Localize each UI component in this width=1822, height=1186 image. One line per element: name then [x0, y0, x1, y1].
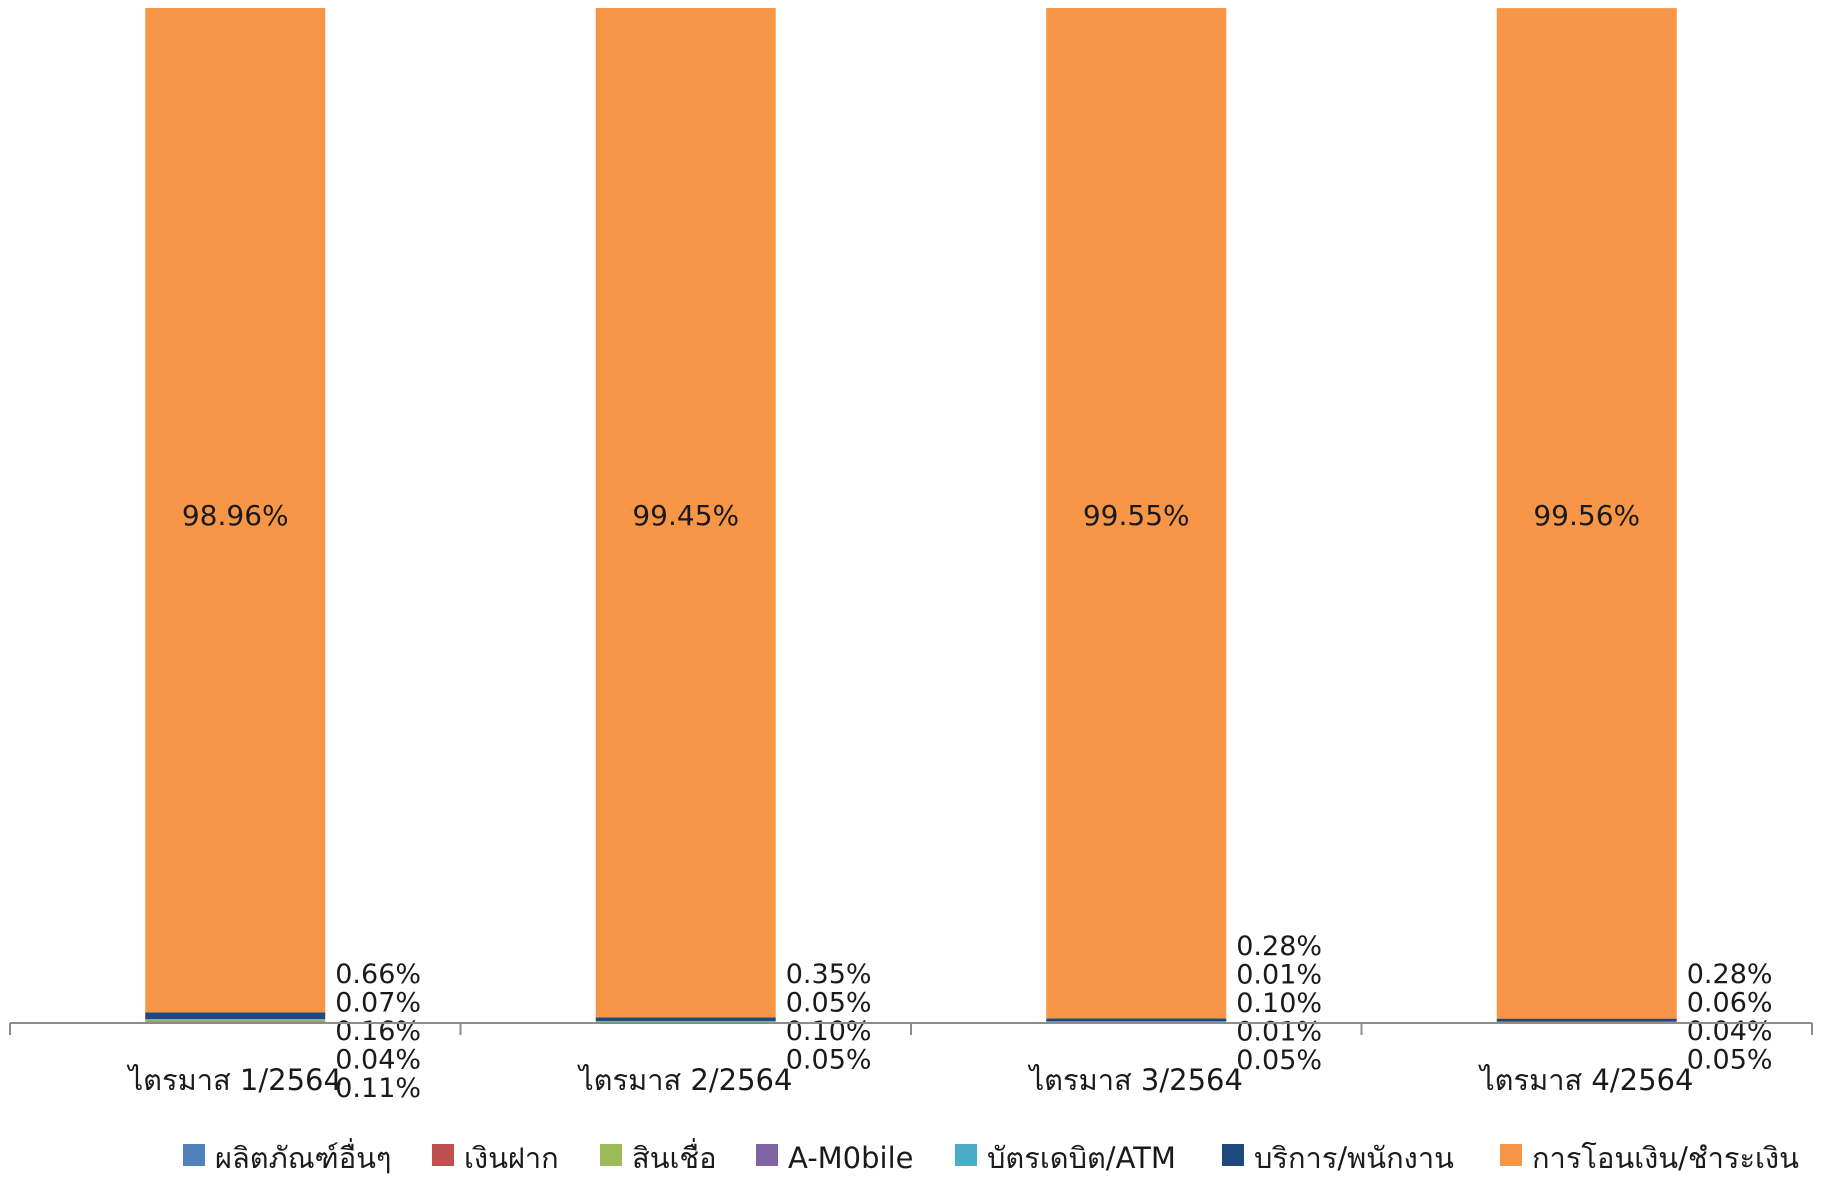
bar-segment-2-5: [595, 1020, 776, 1022]
legend-swatch-1: [183, 1144, 205, 1166]
side-label-1-4: 0.04%: [335, 1045, 421, 1076]
category-label-1: ไตรมาส 1/2564: [127, 1063, 342, 1097]
side-label-1-5: 0.11%: [335, 1073, 421, 1104]
side-label-2-4: 0.05%: [786, 1045, 872, 1076]
inbar-label-2: 99.45%: [632, 499, 739, 532]
side-label-3-2: 0.01%: [1236, 960, 1322, 991]
legend-label-5: บัตรเดบิต/ATM: [987, 1141, 1176, 1175]
legend-label-4: A-M0bile: [788, 1141, 914, 1175]
bar-segment-4-5: [1496, 1021, 1677, 1023]
side-label-4-4: 0.05%: [1687, 1045, 1773, 1076]
legend-swatch-4: [756, 1144, 778, 1166]
side-label-1-2: 0.07%: [335, 988, 421, 1019]
bar-segment-1-7: [145, 8, 326, 1013]
bar-segment-4-6: [1496, 1018, 1677, 1022]
legend-swatch-2: [432, 1144, 454, 1166]
legend-swatch-3: [600, 1144, 622, 1166]
side-label-4-3: 0.04%: [1687, 1016, 1773, 1047]
legend-label-2: เงินฝาก: [464, 1141, 559, 1175]
side-label-3-3: 0.10%: [1236, 988, 1322, 1019]
legend-swatch-7: [1500, 1144, 1522, 1166]
legend-swatch-5: [955, 1144, 977, 1166]
category-label-3: ไตรมาส 3/2564: [1028, 1063, 1243, 1097]
legend-label-1: ผลิตภัณฑ์อื่นๆ: [215, 1138, 392, 1175]
legend-swatch-6: [1222, 1144, 1244, 1166]
side-label-4-2: 0.06%: [1687, 988, 1773, 1019]
bar-segment-4-7: [1496, 8, 1677, 1019]
bar-segment-3-6: [1046, 1018, 1227, 1022]
bar-segment-1-6: [145, 1012, 326, 1020]
side-label-2-3: 0.10%: [786, 1016, 872, 1047]
inbar-label-3: 99.55%: [1083, 499, 1190, 532]
bar-segment-2-3: [595, 1021, 776, 1023]
bar-segment-1-5: [145, 1019, 326, 1020]
side-label-3-5: 0.05%: [1236, 1045, 1322, 1076]
side-label-2-2: 0.05%: [786, 988, 872, 1019]
bar-segment-3-5: [1046, 1021, 1227, 1023]
legend-label-6: บริการ/พนักงาน: [1254, 1141, 1454, 1175]
category-label-2: ไตรมาส 2/2564: [577, 1063, 792, 1097]
side-label-2-1: 0.35%: [786, 959, 872, 990]
inbar-label-4: 99.56%: [1533, 499, 1640, 532]
inbar-label-1: 98.96%: [182, 499, 289, 532]
legend-label-3: สินเชื่อ: [632, 1138, 717, 1175]
side-label-3-4: 0.01%: [1236, 1017, 1322, 1048]
bar-segment-2-6: [595, 1017, 776, 1021]
side-label-4-1: 0.28%: [1687, 959, 1773, 990]
side-label-1-3: 0.16%: [335, 1016, 421, 1047]
bar-segment-1-3: [145, 1019, 326, 1022]
legend-label-7: การโอนเงิน/ชำระเงิน: [1532, 1141, 1799, 1175]
side-label-3-1: 0.28%: [1236, 931, 1322, 962]
side-label-1-1: 0.66%: [335, 959, 421, 990]
category-label-4: ไตรมาส 4/2564: [1478, 1063, 1693, 1097]
bar-segment-3-7: [1046, 8, 1227, 1019]
bar-segment-2-7: [595, 8, 776, 1018]
